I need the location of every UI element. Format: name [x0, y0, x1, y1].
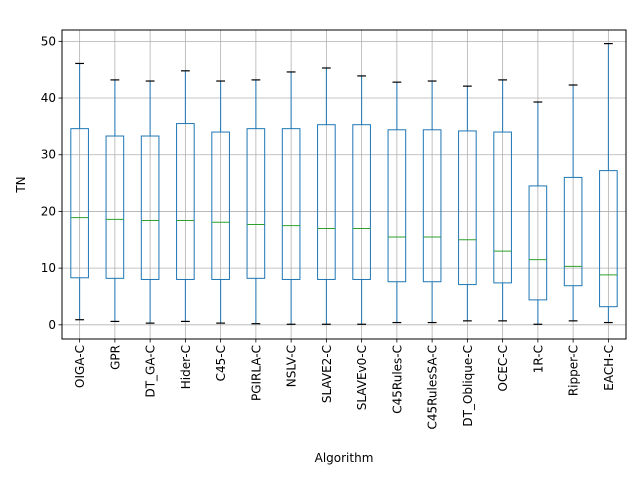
x-tick-label: Ripper-C: [567, 345, 581, 396]
box-NSLV-C: [281, 71, 301, 325]
x-tick-label: C45-C: [214, 345, 228, 381]
box-GPR: [105, 79, 125, 323]
x-tick-label: DT_Oblique-C: [461, 345, 475, 427]
box-SLAVEv0-C: [352, 75, 371, 325]
x-tick-label: SLAVE2-C: [320, 345, 334, 403]
axis-ticks: 0 10 20 30 40 50 OIGA-C GPR DT_GA-C Hider-C C45-C P…: [41, 34, 616, 429]
x-tick-label: PGIRLA-C: [249, 345, 263, 401]
x-tick-label: GPR: [108, 345, 122, 370]
iqr-box: [211, 131, 230, 280]
iqr-box: [70, 128, 89, 279]
x-tick-label: DT_GA-C: [144, 345, 158, 398]
iqr-box: [105, 135, 125, 279]
iqr-box: [176, 123, 195, 280]
box-OCEC-C: [493, 79, 512, 322]
boxes: [70, 43, 618, 325]
y-tick-label: 50: [41, 34, 56, 48]
box-C45-C: [211, 80, 230, 324]
y-axis-label: TN: [14, 176, 28, 193]
iqr-box: [458, 130, 477, 286]
x-tick-label: C45Rules-C: [390, 345, 404, 414]
box-DT_GA-C: [140, 80, 160, 324]
x-tick-label: EACH-C: [602, 345, 616, 391]
y-tick-label: 30: [41, 148, 56, 162]
iqr-box: [422, 129, 442, 283]
iqr-box: [281, 128, 301, 280]
x-tick-label: Hider-C: [179, 345, 193, 389]
y-tick-label: 0: [48, 318, 56, 332]
y-tick-label: 10: [41, 261, 56, 275]
x-tick-label: OIGA-C: [73, 345, 87, 388]
iqr-box: [563, 176, 583, 287]
y-tick-label: 20: [41, 204, 56, 218]
iqr-box: [528, 185, 548, 301]
iqr-box: [352, 124, 371, 280]
x-tick-label: NSLV-C: [285, 345, 299, 387]
iqr-box: [317, 124, 336, 280]
box-C45RulesSA-C: [422, 80, 442, 324]
box-SLAVE2-C: [317, 67, 336, 325]
iqr-box: [599, 170, 618, 308]
box-1R-C: [528, 101, 548, 325]
y-tick-label: 40: [41, 91, 56, 105]
x-tick-label: OCEC-C: [496, 345, 510, 392]
x-axis-label: Algorithm: [315, 451, 374, 465]
plot-frame: [61, 29, 627, 340]
x-tick-label: 1R-C: [531, 345, 545, 373]
box-Hider-C: [176, 70, 195, 323]
x-tick-label: C45RulesSA-C: [426, 345, 440, 430]
box-OIGA-C: [70, 62, 89, 321]
iqr-box: [140, 135, 160, 280]
box-PGIRLA-C: [246, 79, 266, 325]
box-EACH-C: [599, 43, 618, 324]
iqr-box: [493, 131, 512, 284]
box-DT_Oblique-C: [458, 85, 477, 322]
x-tick-label: SLAVEv0-C: [355, 345, 369, 410]
iqr-box: [246, 128, 266, 279]
iqr-box: [387, 129, 407, 283]
box-Ripper-C: [563, 84, 583, 322]
box-C45Rules-C: [387, 81, 407, 324]
